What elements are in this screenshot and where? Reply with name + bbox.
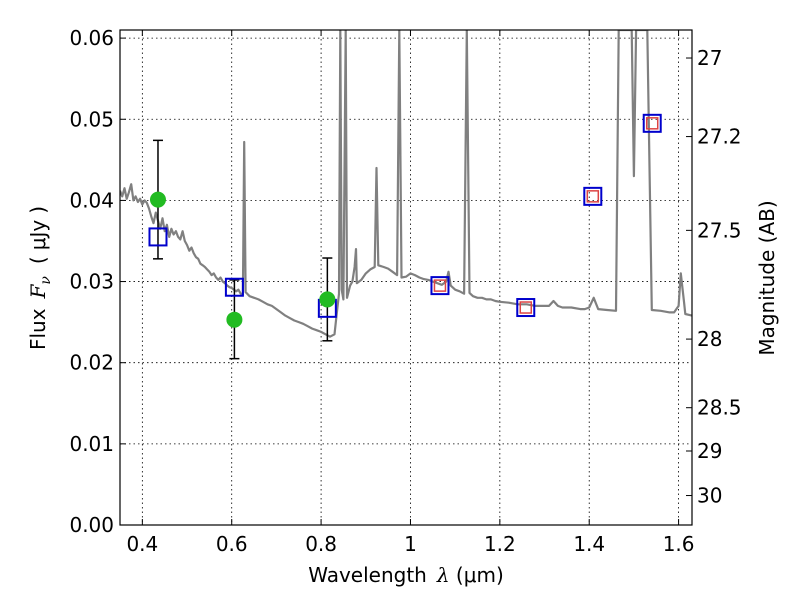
y2-axis-title: Magnitude (AB)	[755, 200, 779, 355]
plot-frame	[119, 29, 693, 526]
model-flux-inner-square	[586, 190, 600, 203]
y-tick-label: 0.01	[69, 432, 114, 456]
x-tick-label: 1	[404, 532, 417, 556]
x-tick-label: 1.6	[663, 532, 695, 556]
y-tick-label: 0.00	[69, 513, 114, 537]
y2-tick-label: 28	[697, 327, 722, 351]
x-axis-title: Wavelength λ (μm)	[308, 563, 504, 587]
x-tick-label: 0.4	[126, 532, 158, 556]
model-flux-inner-square	[433, 279, 447, 292]
x-tick-label: 0.8	[305, 532, 337, 556]
x-tick-label: 1.2	[484, 532, 516, 556]
model-flux-square	[516, 298, 536, 318]
model-flux-square	[642, 113, 662, 133]
y-tick-label: 0.05	[69, 107, 114, 131]
x-tick-label: 0.6	[216, 532, 248, 556]
y-tick-label: 0.04	[69, 188, 114, 212]
model-flux-square	[583, 186, 603, 206]
model-flux-square	[430, 276, 450, 296]
y-axis-title: FluxFν(μJy)	[26, 206, 54, 350]
y-tick-label: 0.03	[69, 270, 114, 294]
plot-area	[120, 30, 692, 360]
observed-flux-point	[319, 291, 336, 308]
y2-tick-label: 28.5	[697, 396, 742, 420]
observed-flux-point	[149, 191, 166, 208]
model-spectrum-line	[120, 30, 692, 338]
y-tick-label: 0.02	[69, 351, 114, 375]
model-flux-inner-square	[519, 301, 533, 314]
x-tick-label: 1.4	[573, 532, 605, 556]
y-tick-label: 0.06	[69, 26, 114, 50]
y2-tick-label: 27.2	[697, 125, 742, 149]
grid	[120, 30, 692, 526]
y2-tick-label: 29	[697, 439, 722, 463]
axis-ticks: 0.4 0.6 0.8 1 1.2 1.4 1.6 0.00 0.01 0.02 0.03 0.04 0…	[69, 26, 741, 556]
y2-tick-label: 27.5	[697, 218, 742, 242]
y2-tick-label: 27	[697, 46, 722, 70]
model-flux-square	[224, 277, 244, 297]
y2-tick-label: 30	[697, 484, 722, 508]
observed-flux-point	[226, 311, 243, 328]
model-flux-inner-square	[645, 117, 659, 130]
model-flux-square	[148, 227, 168, 247]
